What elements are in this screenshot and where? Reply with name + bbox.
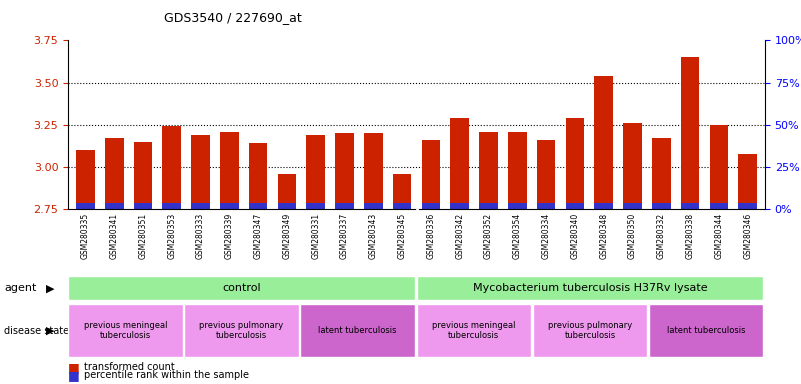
Text: GSM280345: GSM280345: [397, 213, 407, 259]
FancyBboxPatch shape: [649, 305, 763, 357]
Text: ▶: ▶: [46, 283, 55, 293]
Bar: [191, 135, 210, 209]
Text: GSM280339: GSM280339: [225, 213, 234, 259]
Bar: [105, 204, 123, 209]
Text: percentile rank within the sample: percentile rank within the sample: [84, 370, 249, 380]
Text: GSM280341: GSM280341: [110, 213, 119, 259]
Bar: [479, 132, 498, 209]
Text: GSM280350: GSM280350: [628, 213, 637, 259]
Bar: [306, 135, 325, 209]
Text: GSM280331: GSM280331: [312, 213, 320, 259]
Text: GSM280347: GSM280347: [254, 213, 263, 259]
Text: latent tuberculosis: latent tuberculosis: [318, 326, 397, 335]
FancyBboxPatch shape: [417, 305, 531, 357]
FancyBboxPatch shape: [68, 305, 183, 357]
Bar: [278, 174, 296, 209]
Text: GSM280352: GSM280352: [484, 213, 493, 259]
Text: ■: ■: [68, 361, 80, 374]
Bar: [623, 204, 642, 209]
Bar: [537, 204, 555, 209]
Bar: [566, 204, 584, 209]
Text: transformed count: transformed count: [84, 362, 175, 372]
Text: GSM280346: GSM280346: [743, 213, 752, 259]
Text: GSM280349: GSM280349: [283, 213, 292, 259]
Bar: [421, 140, 441, 209]
Text: GSM280332: GSM280332: [657, 213, 666, 259]
FancyBboxPatch shape: [417, 276, 763, 300]
Bar: [566, 118, 584, 209]
Text: GSM280353: GSM280353: [167, 213, 176, 259]
Text: latent tuberculosis: latent tuberculosis: [666, 326, 746, 335]
Bar: [134, 142, 152, 209]
FancyBboxPatch shape: [68, 276, 415, 300]
Text: GDS3540 / 227690_at: GDS3540 / 227690_at: [164, 12, 302, 25]
Text: previous meningeal
tuberculosis: previous meningeal tuberculosis: [83, 321, 167, 340]
Bar: [364, 133, 383, 209]
Bar: [681, 57, 699, 209]
Bar: [76, 204, 95, 209]
Bar: [335, 204, 354, 209]
FancyBboxPatch shape: [533, 305, 647, 357]
Text: ▶: ▶: [46, 326, 55, 336]
Text: GSM280336: GSM280336: [426, 213, 436, 259]
Bar: [652, 138, 670, 209]
Bar: [392, 204, 412, 209]
Text: GSM280344: GSM280344: [714, 213, 723, 259]
Text: GSM280334: GSM280334: [541, 213, 550, 259]
Text: GSM280333: GSM280333: [196, 213, 205, 259]
Text: disease state: disease state: [4, 326, 69, 336]
Bar: [421, 204, 441, 209]
Bar: [710, 125, 728, 209]
Bar: [537, 140, 555, 209]
Text: agent: agent: [4, 283, 36, 293]
Bar: [134, 204, 152, 209]
Bar: [105, 138, 123, 209]
Bar: [220, 132, 239, 209]
Bar: [278, 204, 296, 209]
Bar: [220, 204, 239, 209]
Bar: [364, 204, 383, 209]
FancyBboxPatch shape: [184, 305, 299, 357]
Text: previous pulmonary
tuberculosis: previous pulmonary tuberculosis: [199, 321, 284, 340]
Bar: [623, 123, 642, 209]
Bar: [163, 126, 181, 209]
Text: previous meningeal
tuberculosis: previous meningeal tuberculosis: [432, 321, 516, 340]
Text: GSM280335: GSM280335: [81, 213, 90, 259]
Text: GSM280351: GSM280351: [139, 213, 147, 259]
Text: Mycobacterium tuberculosis H37Rv lysate: Mycobacterium tuberculosis H37Rv lysate: [473, 283, 707, 293]
Text: GSM280342: GSM280342: [455, 213, 465, 259]
Bar: [249, 143, 268, 209]
Text: GSM280354: GSM280354: [513, 213, 521, 259]
Bar: [191, 204, 210, 209]
Bar: [710, 204, 728, 209]
Text: GSM280340: GSM280340: [570, 213, 579, 259]
Bar: [450, 118, 469, 209]
FancyBboxPatch shape: [300, 305, 415, 357]
Bar: [594, 204, 613, 209]
Bar: [681, 204, 699, 209]
Text: GSM280337: GSM280337: [340, 213, 349, 259]
Bar: [508, 132, 527, 209]
Bar: [335, 133, 354, 209]
Bar: [76, 150, 95, 209]
Bar: [249, 204, 268, 209]
Text: ■: ■: [68, 369, 80, 382]
Bar: [594, 76, 613, 209]
Bar: [306, 204, 325, 209]
Text: control: control: [222, 283, 261, 293]
Bar: [739, 204, 757, 209]
Bar: [508, 204, 527, 209]
Bar: [163, 204, 181, 209]
Text: GSM280348: GSM280348: [599, 213, 608, 259]
Bar: [450, 204, 469, 209]
Text: GSM280338: GSM280338: [686, 213, 694, 259]
Bar: [479, 204, 498, 209]
Text: previous pulmonary
tuberculosis: previous pulmonary tuberculosis: [548, 321, 632, 340]
Bar: [392, 174, 412, 209]
Text: GSM280343: GSM280343: [368, 213, 378, 259]
Bar: [739, 154, 757, 209]
Bar: [652, 204, 670, 209]
